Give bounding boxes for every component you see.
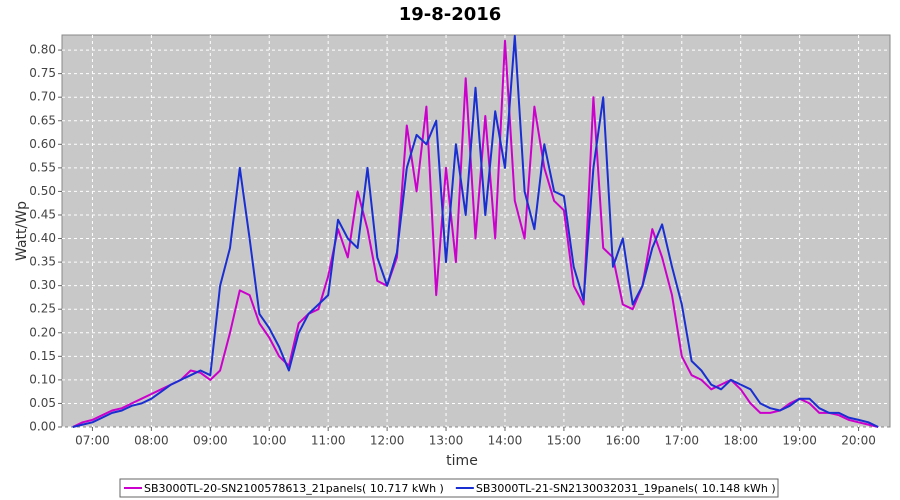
y-tick-label: 0.00: [29, 420, 56, 434]
y-tick-label: 0.40: [29, 231, 56, 245]
y-tick-label: 0.45: [29, 207, 56, 221]
x-tick-label: 14:00: [488, 434, 523, 448]
x-tick-label: 12:00: [370, 434, 405, 448]
x-tick-label: 20:00: [841, 434, 876, 448]
x-tick-label: 18:00: [723, 434, 758, 448]
x-tick-label: 16:00: [606, 434, 641, 448]
series-line: [72, 39, 879, 428]
y-tick-label: 0.65: [29, 113, 56, 127]
y-tick-label: 0.10: [29, 372, 56, 386]
y-tick-label: 0.25: [29, 302, 56, 316]
x-tick-label: 13:00: [429, 434, 464, 448]
y-tick-label: 0.30: [29, 278, 56, 292]
y-tick-label: 0.80: [29, 43, 56, 57]
legend-label: SB3000TL-21-SN2130032031_19panels( 10.14…: [476, 482, 776, 495]
y-tick-label: 0.20: [29, 325, 56, 339]
series-line: [72, 34, 879, 428]
y-tick-label: 0.05: [29, 396, 56, 410]
x-tick-label: 08:00: [134, 434, 169, 448]
x-tick-label: 11:00: [311, 434, 346, 448]
y-tick-label: 0.50: [29, 184, 56, 198]
y-tick-label: 0.55: [29, 160, 56, 174]
y-tick-label: 0.60: [29, 137, 56, 151]
y-tick-label: 0.35: [29, 255, 56, 269]
x-tick-label: 09:00: [193, 434, 228, 448]
legend: [119, 478, 779, 498]
x-tick-label: 19:00: [782, 434, 817, 448]
x-tick-label: 15:00: [547, 434, 582, 448]
y-tick-label: 0.75: [29, 66, 56, 80]
y-tick-label: 0.15: [29, 349, 56, 363]
x-tick-label: 07:00: [75, 434, 110, 448]
y-tick-label: 0.70: [29, 90, 56, 104]
x-tick-label: 10:00: [252, 434, 287, 448]
legend-label: SB3000TL-20-SN2100578613_21panels( 10.71…: [144, 482, 444, 495]
chart-title: 19-8-2016: [399, 4, 502, 25]
x-axis-label: time: [446, 453, 478, 469]
x-tick-label: 17:00: [664, 434, 699, 448]
y-axis-label: Watt/Wp: [14, 201, 30, 261]
